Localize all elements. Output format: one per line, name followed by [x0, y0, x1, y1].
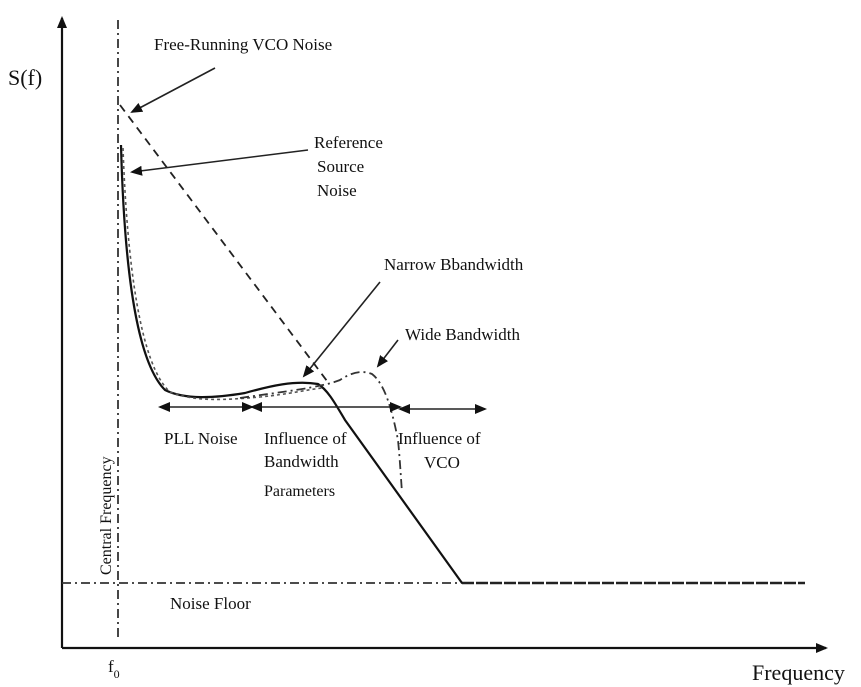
f0-main: f — [108, 657, 114, 676]
influence-bandwidth-line-2: Bandwidth — [264, 452, 339, 471]
wide-bandwidth-curve — [239, 371, 403, 493]
x-axis-label: Frequency — [752, 660, 845, 685]
wide-bandwidth-arrow — [376, 339, 399, 368]
influence-bandwidth-line-3: Parameters — [264, 483, 335, 500]
influence-vco-line-1: Influence of — [398, 429, 481, 448]
reference-line-2: Source — [317, 157, 364, 176]
reference-source-arrow — [130, 149, 309, 176]
influence-vco-line-2: VCO — [424, 453, 460, 472]
f0-label: f0 — [108, 657, 120, 681]
narrow-bandwidth-arrow — [302, 281, 381, 378]
reference-line-1: Reference — [314, 133, 383, 152]
free-running-arrow — [130, 67, 216, 113]
free-running-vco-noise-label: Free-Running VCO Noise — [154, 35, 332, 54]
f0-subscript: 0 — [114, 667, 120, 681]
reference-source-noise-curve — [122, 147, 323, 401]
central-frequency-label: Central Frequency — [98, 456, 115, 575]
wide-bandwidth-label: Wide Bandwidth — [405, 325, 520, 344]
influence-bandwidth-line-1: Influence of — [264, 429, 347, 448]
pll-noise-label: PLL Noise — [164, 429, 238, 448]
reference-line-3: Noise — [317, 181, 357, 200]
noise-floor-label: Noise Floor — [170, 594, 251, 613]
y-axis-label: S(f) — [8, 65, 42, 90]
free-running-vco-noise-curve — [119, 104, 331, 386]
narrow-bandwidth-curve — [119, 144, 463, 584]
narrow-bandwidth-label: Narrow Bbandwidth — [384, 255, 524, 274]
